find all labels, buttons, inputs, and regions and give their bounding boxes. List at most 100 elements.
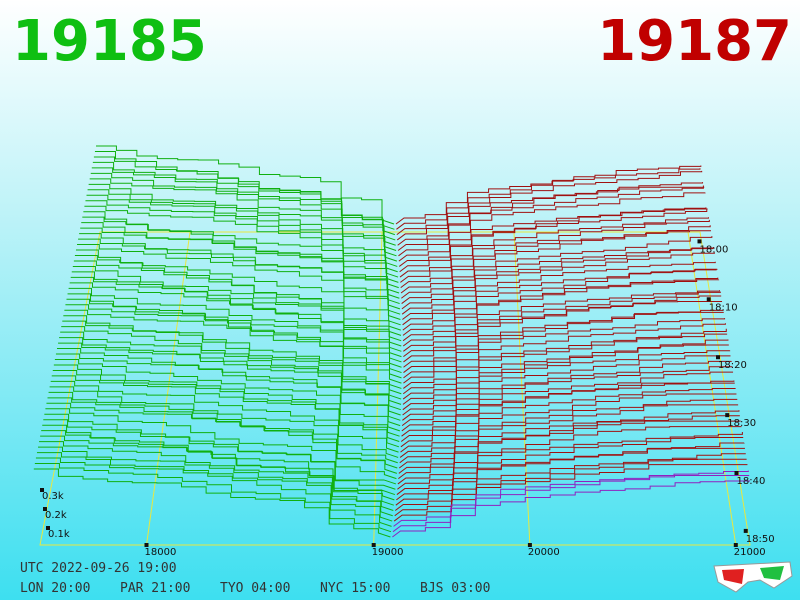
time-label: 18:30 bbox=[727, 418, 756, 429]
time-label: 18:00 bbox=[700, 244, 729, 255]
bid-depth-line bbox=[70, 276, 402, 352]
bid-depth-line bbox=[87, 189, 398, 267]
depth-label: 0.3k bbox=[42, 491, 64, 502]
ask-depth-line bbox=[400, 219, 710, 283]
bid-depth-line bbox=[53, 364, 400, 437]
bid-depth-line bbox=[61, 326, 402, 400]
price-tick bbox=[144, 543, 149, 547]
bid-depth-line bbox=[49, 386, 399, 458]
ask-depth-line bbox=[398, 192, 706, 257]
ask-depth-line bbox=[392, 480, 750, 538]
city-time: TYO 04:00 bbox=[220, 581, 290, 596]
ask-depth-line bbox=[402, 360, 732, 421]
bid-depth-line bbox=[73, 260, 402, 336]
bid-depth-line bbox=[91, 167, 396, 246]
ask-depth-line bbox=[402, 261, 716, 320]
time-tick bbox=[734, 471, 739, 476]
ask-depth-line bbox=[403, 318, 726, 379]
ask-depth-line bbox=[402, 269, 717, 326]
ask-depth-line bbox=[396, 182, 704, 241]
ask-depth-line bbox=[401, 252, 715, 315]
bid-depth-line bbox=[44, 413, 397, 485]
bid-depth-line bbox=[96, 145, 395, 225]
ask-depth-line bbox=[401, 247, 715, 310]
price-grid-line bbox=[373, 231, 383, 546]
depth-label: 0.2k bbox=[45, 510, 67, 521]
bid-depth-line bbox=[82, 216, 400, 294]
bid-depth-line bbox=[58, 342, 401, 416]
ask-depth-line bbox=[402, 350, 731, 411]
bid-depth-line bbox=[59, 337, 401, 411]
floor-outline bbox=[39, 231, 751, 546]
time-label: 18:10 bbox=[709, 302, 738, 313]
price-label: 18000 bbox=[145, 547, 177, 558]
ask-depth-line bbox=[393, 470, 749, 527]
ask-depth-line bbox=[401, 236, 713, 299]
time-tick bbox=[743, 528, 748, 533]
price-grid-line bbox=[146, 231, 191, 546]
bid-depth-line bbox=[56, 348, 401, 421]
ask-depth-line bbox=[401, 247, 714, 304]
bid-depth-line bbox=[92, 161, 396, 241]
bid-depth-line bbox=[79, 233, 401, 310]
bid-depth-line bbox=[65, 304, 402, 379]
ask-depth-line bbox=[402, 277, 719, 336]
bid-depth-line bbox=[39, 441, 394, 511]
bid-depth-line bbox=[33, 468, 391, 538]
bid-depth-line bbox=[38, 446, 393, 517]
depth-label: 0.1k bbox=[48, 529, 70, 540]
bid-depth-line bbox=[41, 430, 395, 501]
bid-depth-line bbox=[46, 402, 398, 474]
ask-depth-line bbox=[396, 165, 702, 230]
ask-depth-line bbox=[395, 168, 701, 225]
city-time: PAR 21:00 bbox=[120, 581, 190, 596]
price-tick bbox=[733, 543, 738, 547]
time-label: 18:50 bbox=[746, 534, 775, 545]
bid-depth-line bbox=[89, 178, 397, 257]
ask-depth-line bbox=[402, 333, 728, 395]
city-time: NYC 15:00 bbox=[320, 581, 390, 596]
bid-depth-line bbox=[34, 463, 392, 533]
bid-depth-line bbox=[47, 397, 398, 469]
bid-depth-line bbox=[72, 265, 402, 342]
depth-tick bbox=[43, 507, 47, 511]
bid-depth-line bbox=[45, 408, 397, 480]
ask-depth-line bbox=[402, 279, 720, 342]
ask-depth-line bbox=[398, 207, 707, 262]
ask-depth-line bbox=[402, 290, 720, 347]
bid-depth-line bbox=[51, 375, 400, 448]
ask-depth-line bbox=[400, 230, 712, 294]
utc-time: UTC 2022-09-26 19:00 bbox=[20, 561, 177, 576]
bid-depth-line bbox=[69, 282, 402, 358]
depth-tick bbox=[46, 526, 50, 530]
ask-depth-line bbox=[403, 328, 727, 389]
depth-tick bbox=[40, 488, 44, 492]
ask-depth-line bbox=[401, 371, 734, 432]
3d-glasses bbox=[713, 561, 793, 593]
bid-depth-line bbox=[77, 244, 401, 320]
bid-depth-line bbox=[66, 298, 402, 374]
bid-depth-line bbox=[54, 359, 401, 432]
ask-depth-line bbox=[399, 217, 709, 278]
time-tick bbox=[716, 355, 720, 360]
bid-depth-line bbox=[52, 369, 400, 442]
bid-depth-line bbox=[63, 315, 402, 389]
bid-depth-line bbox=[67, 293, 402, 368]
city-time: BJS 03:00 bbox=[420, 581, 490, 596]
bid-depth-line bbox=[75, 249, 401, 326]
ask-depth-line bbox=[398, 410, 740, 469]
price-tick bbox=[371, 543, 376, 547]
bid-depth-line bbox=[80, 227, 400, 305]
bid-depth-line bbox=[50, 380, 399, 453]
ask-depth-line bbox=[403, 323, 726, 384]
time-label: 18:20 bbox=[718, 360, 747, 371]
bid-depth-line bbox=[48, 391, 398, 464]
bid-depth-line bbox=[84, 205, 399, 283]
bid-depth-line bbox=[86, 194, 398, 273]
bid-price: 19185 bbox=[12, 9, 207, 74]
ask-price: 19187 bbox=[597, 9, 792, 74]
bid-depth-line bbox=[36, 452, 393, 522]
ask-depth-line bbox=[396, 170, 703, 236]
